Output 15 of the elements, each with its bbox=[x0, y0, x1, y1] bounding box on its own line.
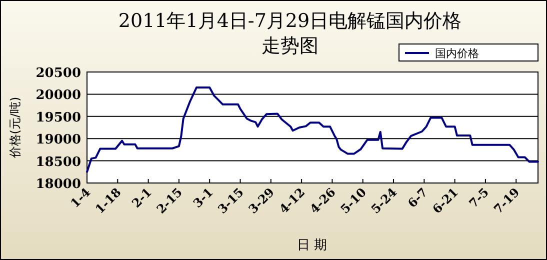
x-axis-title: 日 期 bbox=[296, 238, 328, 253]
y-tick-label: 18000 bbox=[36, 177, 81, 192]
y-tick-label: 18500 bbox=[36, 154, 81, 170]
y-tick-label: 20500 bbox=[36, 66, 81, 81]
y-axis-title: 价格(元/吨) bbox=[8, 96, 22, 160]
x-tick-label: 2-1 bbox=[129, 185, 154, 210]
x-tick-label: 7-5 bbox=[466, 185, 492, 210]
x-tick-label: 3-1 bbox=[190, 185, 216, 210]
y-tick-label: 19500 bbox=[36, 110, 81, 126]
chart-subtitle: 走势图 bbox=[262, 35, 318, 57]
y-tick-label: 20000 bbox=[36, 88, 81, 104]
x-tick-label: 6-7 bbox=[405, 185, 430, 210]
chart-title: 2011年1月4日-7月29日电解锰国内价格 bbox=[118, 10, 462, 32]
legend-label: 国内价格 bbox=[435, 47, 479, 60]
y-tick-label: 19000 bbox=[36, 132, 81, 148]
